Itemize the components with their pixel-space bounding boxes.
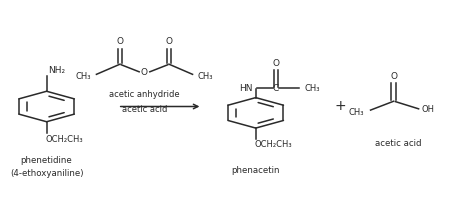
Text: CH₃: CH₃ [305, 83, 320, 93]
Text: NH₂: NH₂ [48, 66, 65, 75]
Text: O: O [390, 72, 397, 81]
Text: CH₃: CH₃ [198, 72, 213, 81]
Text: CH₃: CH₃ [76, 72, 91, 81]
Text: O: O [272, 59, 279, 68]
Text: acetic acid: acetic acid [122, 105, 167, 114]
Text: acetic anhydride: acetic anhydride [109, 90, 180, 99]
Text: O: O [141, 68, 148, 77]
Text: C: C [273, 83, 279, 93]
Text: CH₃: CH₃ [348, 108, 364, 117]
Text: phenetidine: phenetidine [21, 156, 72, 165]
Text: phenacetin: phenacetin [231, 166, 280, 175]
Text: OH: OH [421, 105, 434, 114]
Text: (4-ethoxyaniline): (4-ethoxyaniline) [10, 169, 83, 178]
Text: +: + [334, 99, 346, 114]
Text: HN: HN [238, 83, 252, 93]
Text: OCH₂CH₃: OCH₂CH₃ [255, 140, 292, 149]
Text: O: O [117, 37, 123, 46]
Text: acetic acid: acetic acid [375, 139, 421, 148]
Text: OCH₂CH₃: OCH₂CH₃ [46, 135, 83, 144]
Text: O: O [166, 37, 172, 46]
